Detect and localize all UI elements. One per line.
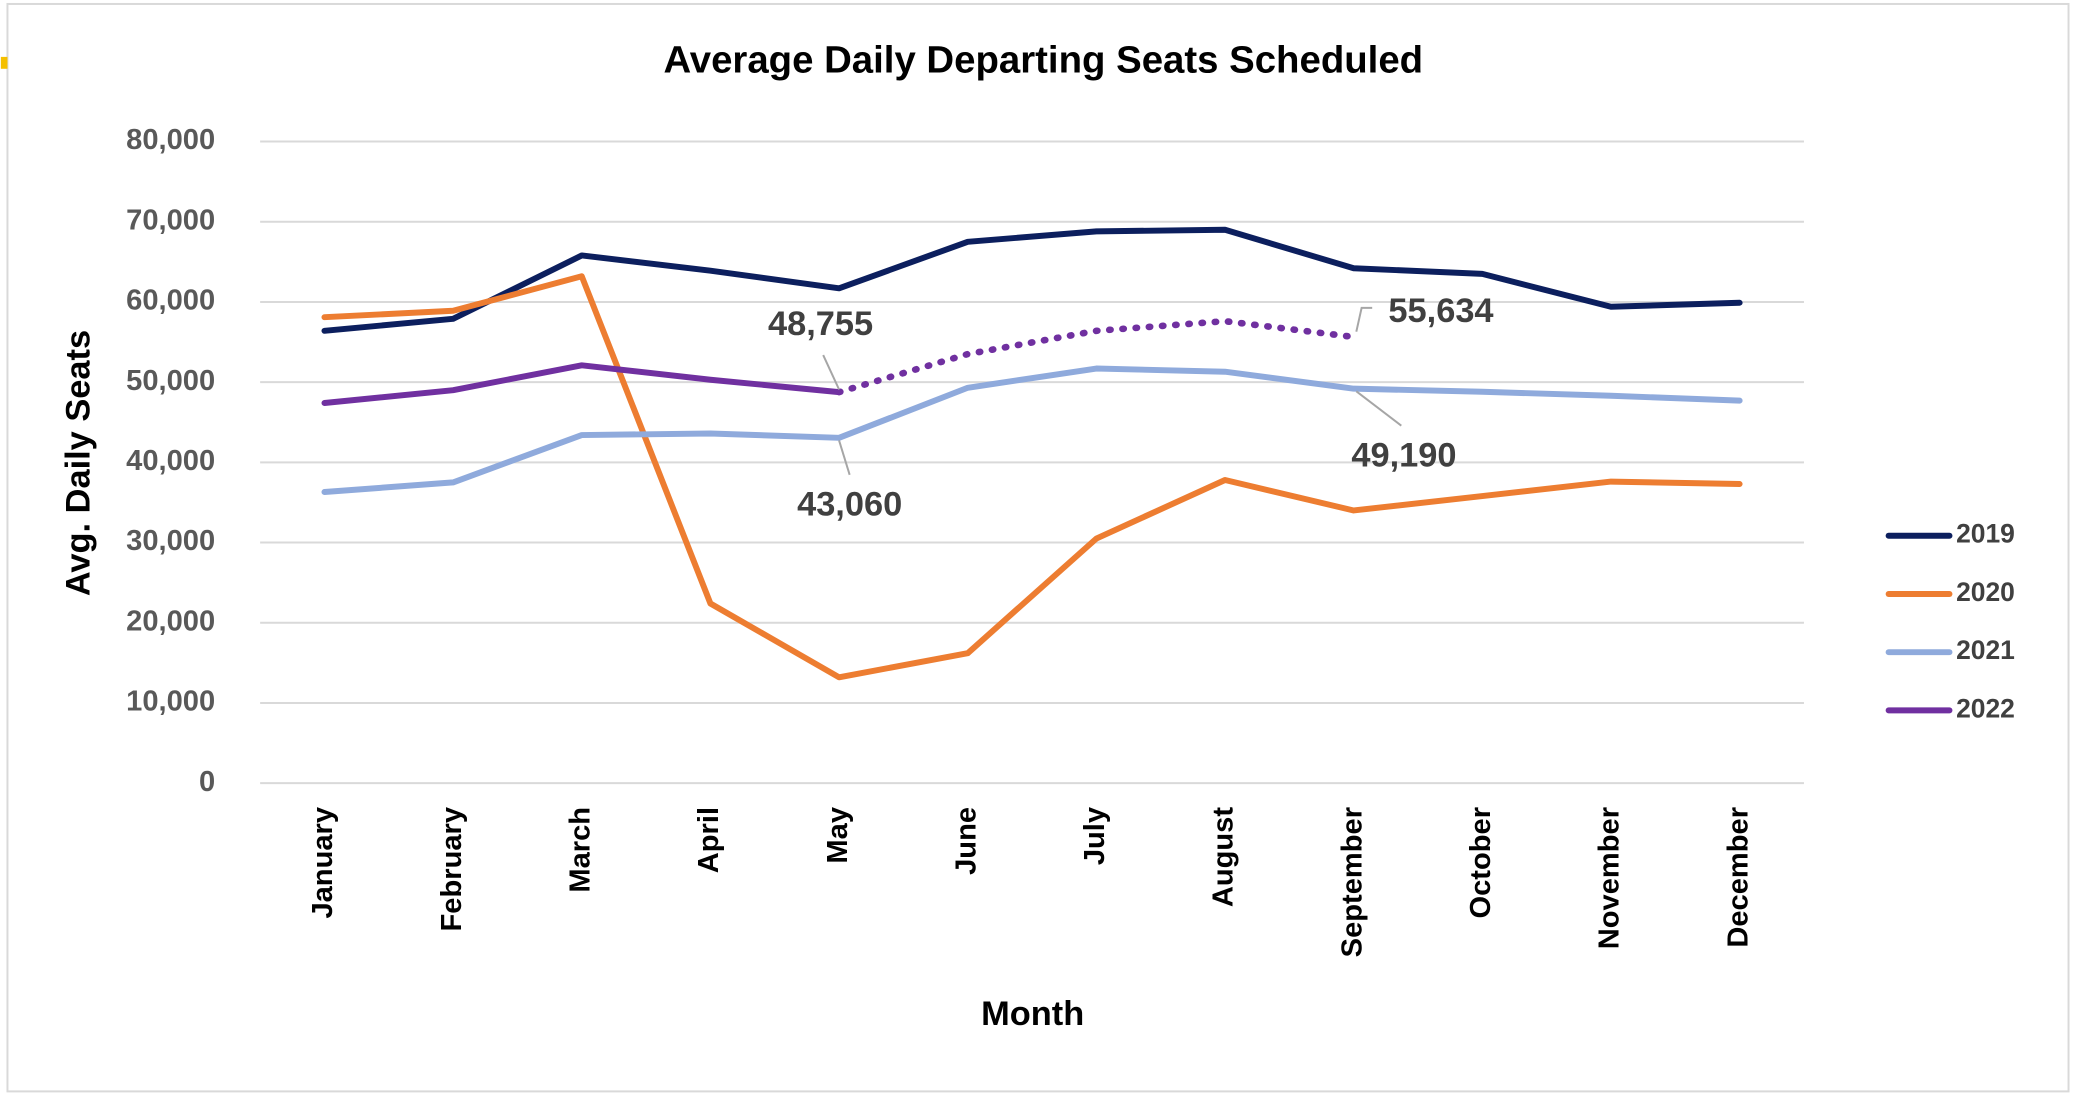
y-tick-label: 10,000 [126, 686, 215, 718]
x-tick-label: September [1336, 807, 1368, 957]
x-tick-label: January [307, 806, 339, 918]
x-tick-label: February [436, 806, 468, 931]
data-label: 43,060 [797, 486, 902, 524]
chart-title: Average Daily Departing Seats Scheduled [663, 38, 1423, 81]
series-line [321, 226, 1743, 334]
leader-line [838, 440, 851, 476]
x-axis-title: Month [981, 995, 1084, 1033]
legend-label: 2022 [1956, 693, 2015, 723]
legend-label: 2021 [1956, 635, 2015, 665]
y-tick-label: 0 [199, 766, 215, 798]
series-line [321, 273, 1743, 681]
series-line-dotted [835, 317, 1357, 396]
data-label: 48,755 [768, 305, 873, 343]
legend-label: 2020 [1956, 577, 2015, 607]
x-tick-label: April [693, 807, 725, 873]
legend-label: 2019 [1956, 519, 2015, 549]
x-tick-label: August [1208, 807, 1240, 908]
y-tick-label: 60,000 [126, 285, 215, 317]
x-tick-label: December [1722, 807, 1754, 948]
series-line [321, 365, 1743, 496]
data-label: 55,634 [1388, 292, 1493, 330]
y-tick-label: 30,000 [126, 525, 215, 557]
chart-frame [6, 2, 2070, 1093]
y-tick-label: 20,000 [126, 605, 215, 637]
x-tick-label: March [564, 807, 596, 893]
series-line [321, 362, 843, 406]
y-tick-label: 80,000 [126, 124, 215, 156]
leader-line [1355, 390, 1402, 427]
corner-mark [0, 56, 8, 69]
y-tick-label: 50,000 [126, 365, 215, 397]
x-tick-label: July [1079, 806, 1111, 865]
leader-line [1355, 306, 1373, 332]
x-tick-label: October [1465, 807, 1497, 919]
y-tick-label: 40,000 [126, 445, 215, 477]
data-label: 49,190 [1351, 437, 1456, 475]
leader-line [822, 354, 840, 390]
x-tick-label: May [822, 806, 854, 863]
x-tick-label: November [1594, 807, 1626, 949]
x-tick-label: June [950, 807, 982, 875]
y-tick-label: 70,000 [126, 204, 215, 236]
y-axis-title: Avg. Daily Seats [59, 330, 97, 596]
